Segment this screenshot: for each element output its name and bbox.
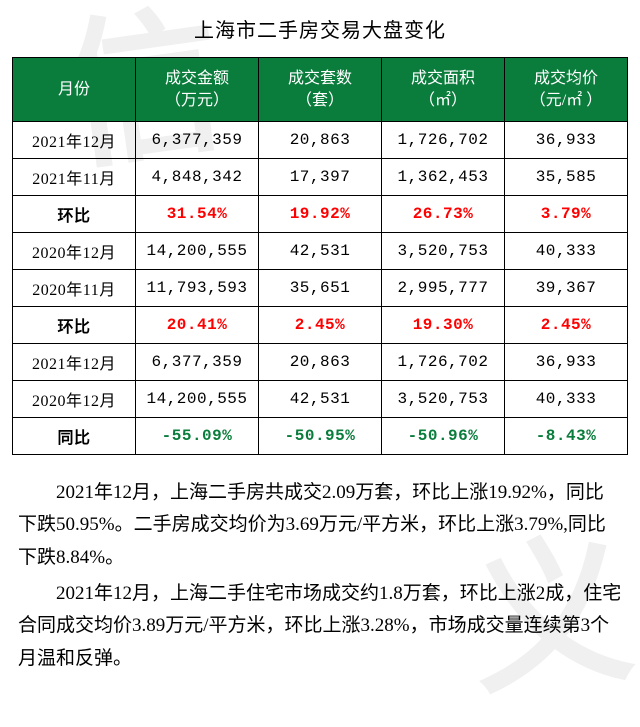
ratio-label: 环比 [13, 196, 136, 233]
table-cell: 2020年12月 [13, 233, 136, 270]
table-cell: 6,377,359 [136, 122, 259, 159]
ratio-cell: 20.41% [136, 307, 259, 344]
table-cell: 39,367 [505, 270, 628, 307]
table-cell: 3,520,753 [382, 381, 505, 418]
ratio-cell: -50.95% [259, 418, 382, 455]
table-cell: 14,200,555 [136, 233, 259, 270]
table-cell: 40,333 [505, 233, 628, 270]
ratio-label: 环比 [13, 307, 136, 344]
table-cell: 2021年12月 [13, 344, 136, 381]
table-body: 2021年12月6,377,35920,8631,726,70236,93320… [13, 122, 628, 455]
table-row: 2020年11月11,793,59335,6512,995,77739,367 [13, 270, 628, 307]
table-cell: 14,200,555 [136, 381, 259, 418]
table-cell: 42,531 [259, 381, 382, 418]
table-row: 2021年11月4,848,34217,3971,362,45335,585 [13, 159, 628, 196]
table-cell: 35,585 [505, 159, 628, 196]
table-cell: 40,333 [505, 381, 628, 418]
table-cell: 35,651 [259, 270, 382, 307]
table-row: 2021年12月6,377,35920,8631,726,70236,933 [13, 122, 628, 159]
ratio-cell: 2.45% [505, 307, 628, 344]
paragraphs: 2021年12月，上海二手房共成交2.09万套，环比上涨19.92%，同比下跌5… [12, 477, 628, 675]
table-cell: 2,995,777 [382, 270, 505, 307]
table-cell: 2021年12月 [13, 122, 136, 159]
table-header-row: 月份成交金额（万元）成交套数（套）成交面积（㎡）成交均价（元/㎡ ） [13, 58, 628, 122]
table-header-cell: 成交金额（万元） [136, 58, 259, 122]
page-title: 上海市二手房交易大盘变化 [12, 14, 628, 43]
table-cell: 17,397 [259, 159, 382, 196]
table-header-cell: 成交均价（元/㎡ ） [505, 58, 628, 122]
table-cell: 2020年12月 [13, 381, 136, 418]
table-cell: 2021年11月 [13, 159, 136, 196]
table-cell: 36,933 [505, 122, 628, 159]
table-cell: 1,362,453 [382, 159, 505, 196]
table-row: 2020年12月14,200,55542,5313,520,75340,333 [13, 381, 628, 418]
table-row: 2020年12月14,200,55542,5313,520,75340,333 [13, 233, 628, 270]
paragraph: 2021年12月，上海二手房共成交2.09万套，环比上涨19.92%，同比下跌5… [12, 477, 628, 574]
ratio-cell: 19.30% [382, 307, 505, 344]
table-cell: 11,793,593 [136, 270, 259, 307]
table-row: 环比31.54%19.92%26.73%3.79% [13, 196, 628, 233]
ratio-cell: -50.96% [382, 418, 505, 455]
ratio-cell: 31.54% [136, 196, 259, 233]
table-cell: 6,377,359 [136, 344, 259, 381]
ratio-cell: -55.09% [136, 418, 259, 455]
table-cell: 2020年11月 [13, 270, 136, 307]
data-table: 月份成交金额（万元）成交套数（套）成交面积（㎡）成交均价（元/㎡ ） 2021年… [12, 57, 628, 455]
ratio-cell: 2.45% [259, 307, 382, 344]
table-cell: 1,726,702 [382, 344, 505, 381]
ratio-cell: 26.73% [382, 196, 505, 233]
table-cell: 36,933 [505, 344, 628, 381]
table-cell: 3,520,753 [382, 233, 505, 270]
paragraph: 2021年12月，上海二手住宅市场成交约1.8万套，环比上涨2成，住宅合同成交均… [12, 578, 628, 675]
table-header-cell: 月份 [13, 58, 136, 122]
table-cell: 4,848,342 [136, 159, 259, 196]
ratio-cell: -8.43% [505, 418, 628, 455]
table-cell: 1,726,702 [382, 122, 505, 159]
ratio-cell: 19.92% [259, 196, 382, 233]
table-cell: 42,531 [259, 233, 382, 270]
ratio-cell: 3.79% [505, 196, 628, 233]
table-row: 同比-55.09%-50.95%-50.96%-8.43% [13, 418, 628, 455]
table-row: 2021年12月6,377,35920,8631,726,70236,933 [13, 344, 628, 381]
table-row: 环比20.41%2.45%19.30%2.45% [13, 307, 628, 344]
table-cell: 20,863 [259, 122, 382, 159]
table-cell: 20,863 [259, 344, 382, 381]
table-header-cell: 成交面积（㎡） [382, 58, 505, 122]
ratio-label: 同比 [13, 418, 136, 455]
table-header-cell: 成交套数（套） [259, 58, 382, 122]
